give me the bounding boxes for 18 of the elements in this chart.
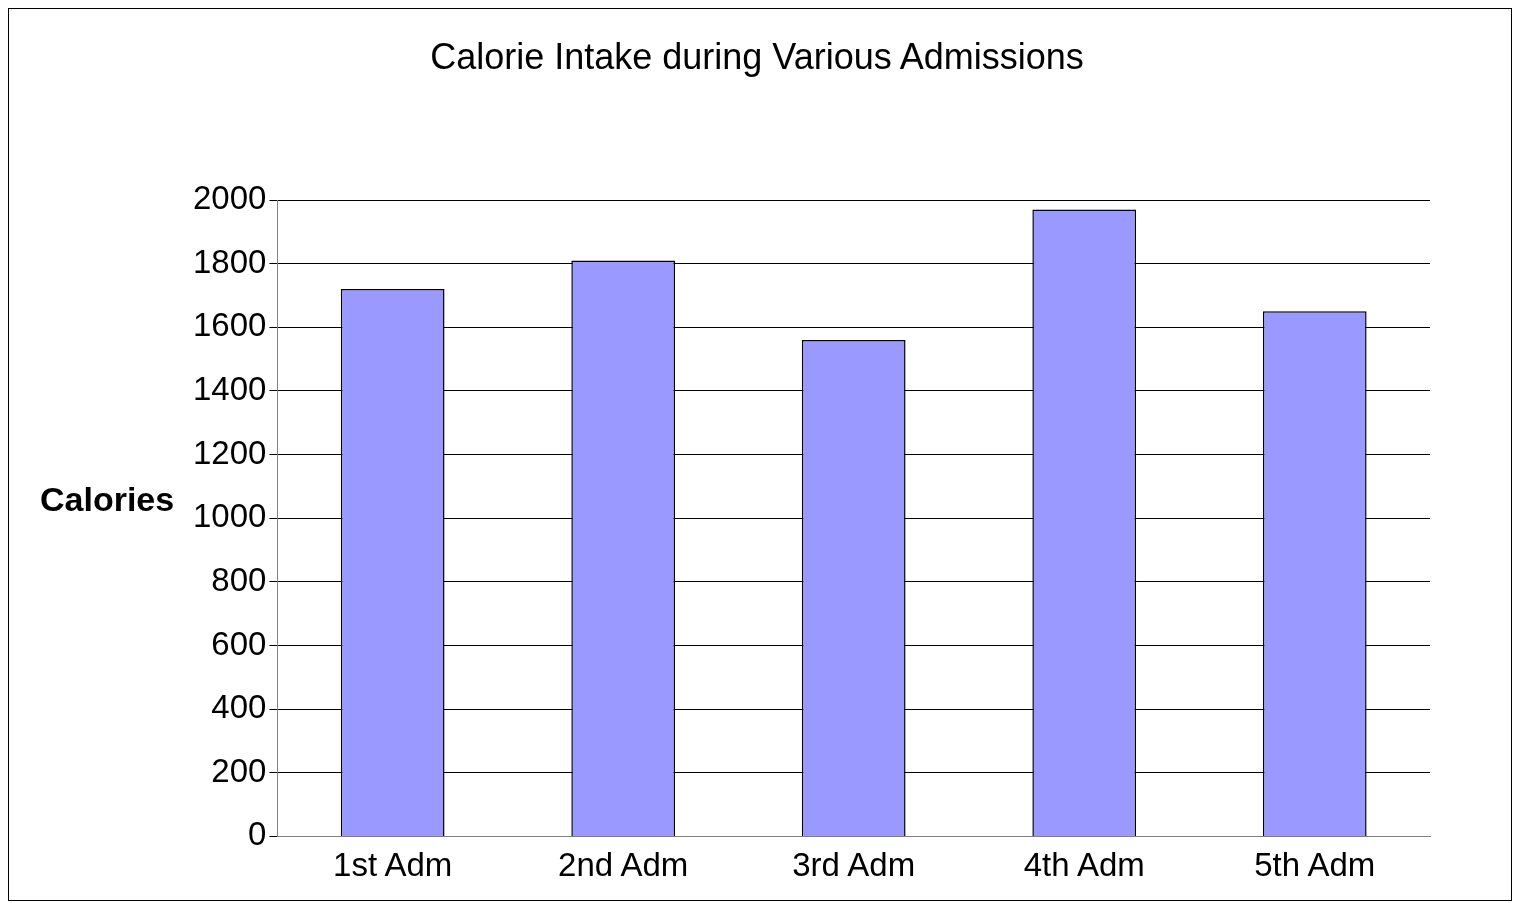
y-axis-title: Calories (40, 480, 175, 519)
x-tick-label: 5th Adm (1254, 846, 1376, 884)
y-tick-label: 1000 (192, 497, 267, 535)
x-tick-label: 1st Adm (333, 846, 453, 884)
chart-title: Calorie Intake during Various Admissions (429, 36, 1085, 78)
y-tick-label: 1600 (192, 306, 267, 344)
x-tick-label: 4th Adm (1023, 846, 1145, 884)
y-tick-label: 1200 (192, 433, 267, 471)
y-tick-label: 2000 (192, 179, 267, 217)
y-tick-label: 0 (248, 815, 267, 853)
y-tick-label: 1400 (192, 370, 267, 408)
y-tick-label: 1800 (192, 242, 267, 280)
y-tick-label: 200 (211, 751, 267, 789)
y-tick-label: 800 (211, 560, 267, 598)
y-tick-label: 600 (211, 624, 267, 662)
y-tick-label: 400 (211, 688, 267, 726)
x-tick-label: 3rd Adm (792, 846, 916, 884)
x-tick-label: 2nd Adm (558, 846, 689, 884)
